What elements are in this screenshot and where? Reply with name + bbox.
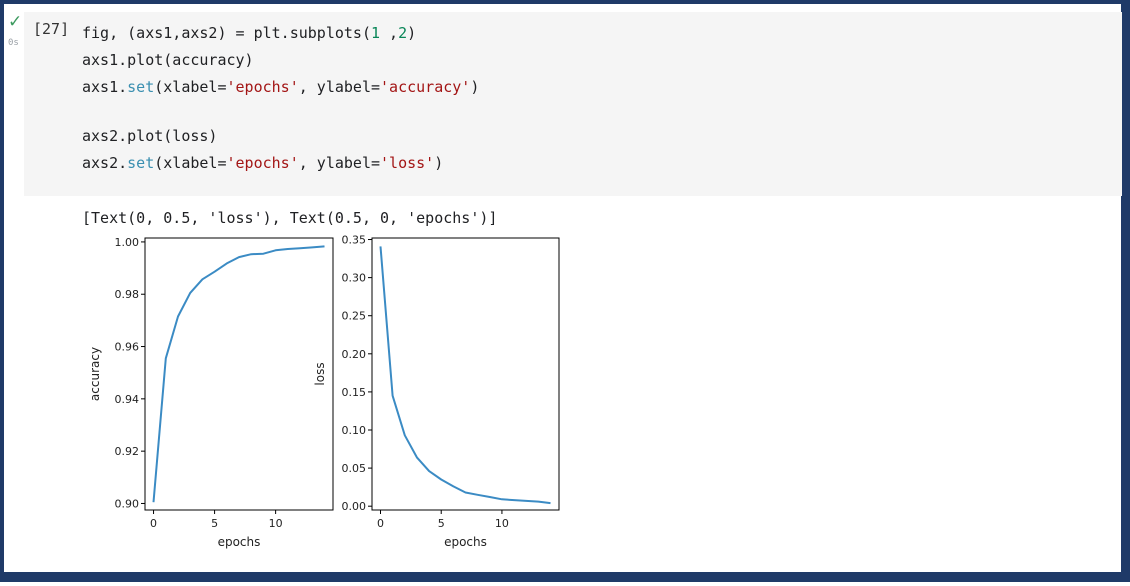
y-tick-label: 0.05	[342, 462, 367, 475]
subplots-figure: 0.90 0.92 0.94 0.96 0.98 1.00 0 5 10 epochs accura…	[4, 4, 1130, 586]
y-tick-label: 0.15	[342, 386, 367, 399]
x-axis-label: epochs	[444, 535, 487, 549]
x-tick-label: 10	[495, 517, 509, 530]
y-tick-label: 0.30	[342, 272, 367, 285]
x-axis-label: epochs	[218, 535, 261, 549]
y-tick-label: 0.98	[115, 288, 140, 301]
axes-loss: 0.00 0.05 0.10 0.15 0.20 0.25 0.30 0.35 0 5 10 epoc…	[313, 234, 559, 549]
series-line	[381, 246, 551, 503]
x-tick-label: 5	[438, 517, 445, 530]
axes-accuracy: 0.90 0.92 0.94 0.96 0.98 1.00 0 5 10 epochs accura…	[88, 236, 333, 549]
y-tick-label: 0.94	[115, 393, 140, 406]
y-axis-label: loss	[313, 362, 327, 385]
y-axis-label: accuracy	[88, 347, 102, 401]
y-tick-label: 0.90	[115, 497, 140, 510]
y-tick-label: 1.00	[115, 236, 140, 249]
y-tick-label: 0.20	[342, 348, 367, 361]
x-tick-label: 10	[269, 517, 283, 530]
y-tick-label: 0.25	[342, 310, 367, 323]
series-line	[154, 246, 325, 502]
x-tick-label: 0	[150, 517, 157, 530]
axes-frame	[145, 238, 333, 510]
y-tick-label: 0.35	[342, 234, 367, 247]
y-tick-label: 0.00	[342, 500, 367, 513]
x-tick-label: 0	[377, 517, 384, 530]
y-tick-label: 0.96	[115, 341, 140, 354]
x-tick-label: 5	[211, 517, 218, 530]
y-tick-label: 0.10	[342, 424, 367, 437]
y-tick-label: 0.92	[115, 445, 140, 458]
axes-frame	[372, 238, 559, 510]
